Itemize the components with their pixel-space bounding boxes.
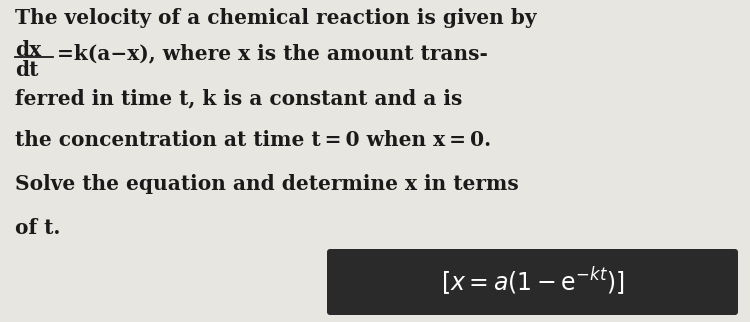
Text: dt: dt — [15, 60, 38, 80]
Text: the concentration at time t = 0 when x = 0.: the concentration at time t = 0 when x =… — [15, 130, 491, 150]
Text: ferred in time t, k is a constant and a is: ferred in time t, k is a constant and a … — [15, 88, 462, 108]
FancyBboxPatch shape — [327, 249, 738, 315]
Text: dx: dx — [15, 40, 41, 60]
Text: =k(a−x), where x is the amount trans-: =k(a−x), where x is the amount trans- — [57, 43, 488, 63]
Text: of t.: of t. — [15, 218, 60, 238]
Text: The velocity of a chemical reaction is given by: The velocity of a chemical reaction is g… — [15, 8, 536, 28]
Text: Solve the equation and determine x in terms: Solve the equation and determine x in te… — [15, 174, 519, 194]
Text: $[x = a(1 - \mathrm{e}^{-kt})]$: $[x = a(1 - \mathrm{e}^{-kt})]$ — [441, 266, 624, 298]
